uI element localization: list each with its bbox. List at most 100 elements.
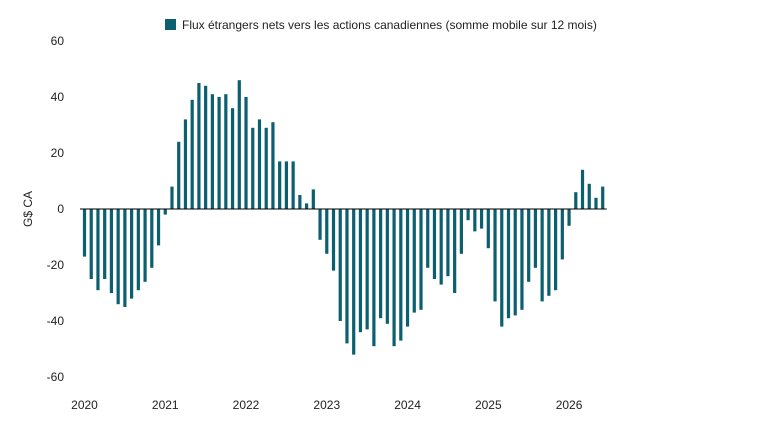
bar (453, 209, 457, 293)
bar (385, 209, 389, 324)
bar-series (82, 80, 605, 355)
bar (547, 209, 551, 296)
bar (82, 209, 87, 257)
bar (352, 209, 356, 355)
bar (271, 122, 275, 209)
bar (520, 209, 524, 310)
bar (527, 209, 531, 282)
bar (237, 80, 241, 209)
bar (392, 209, 396, 347)
bar (331, 209, 336, 271)
bar (493, 209, 497, 302)
bar (473, 209, 477, 232)
bar (379, 209, 383, 319)
x-tick-label: 2025 (475, 398, 502, 412)
bar (345, 209, 349, 344)
y-tick-label: 60 (51, 34, 65, 48)
x-tick-label: 2023 (313, 398, 340, 412)
bar (230, 108, 235, 209)
bar (103, 209, 107, 279)
bar (426, 209, 430, 268)
bar (257, 119, 262, 209)
bar (116, 209, 120, 305)
y-axis-title: G$ CA (21, 191, 35, 227)
bar (372, 209, 376, 347)
bar (298, 195, 302, 209)
bar (183, 119, 188, 209)
bar (130, 209, 134, 299)
legend-swatch (165, 19, 176, 30)
bar (244, 97, 248, 209)
legend: Flux étrangers nets vers les actions can… (165, 18, 597, 32)
bar (365, 209, 369, 330)
bar (177, 141, 181, 209)
legend-label: Flux étrangers nets vers les actions can… (182, 18, 597, 32)
bar (601, 186, 605, 209)
bar (156, 209, 161, 246)
bar (446, 209, 450, 277)
bar (109, 209, 114, 293)
bar (123, 209, 127, 307)
bar (399, 209, 403, 341)
bar (466, 209, 470, 221)
bar (136, 209, 140, 291)
bar (459, 209, 463, 254)
x-tick-label: 2026 (556, 398, 583, 412)
bar (594, 197, 598, 209)
bar (150, 209, 154, 268)
bar (89, 209, 93, 279)
x-tick-label: 2020 (71, 398, 98, 412)
bar (506, 209, 511, 319)
bar (412, 209, 416, 313)
bar (338, 209, 342, 321)
y-tick-label: 20 (51, 146, 65, 160)
y-tick-label: -20 (47, 258, 65, 272)
bar (264, 127, 268, 209)
bar (486, 209, 490, 249)
bar (580, 169, 585, 209)
bar (513, 209, 517, 316)
bar (217, 97, 221, 209)
bar (432, 209, 437, 279)
bar (567, 209, 571, 226)
bar (554, 209, 558, 291)
bar (533, 209, 538, 268)
bar (251, 127, 255, 209)
bar (479, 209, 484, 229)
y-axis-tick-labels: 60 40 20 0 -20 -40 -60 (47, 34, 65, 384)
bar (170, 186, 174, 209)
x-tick-label: 2022 (233, 398, 260, 412)
bar (439, 209, 443, 285)
bar (143, 209, 147, 282)
bar (304, 203, 309, 209)
y-tick-label: -40 (47, 314, 65, 328)
bar (163, 209, 167, 215)
y-tick-label: 40 (51, 90, 65, 104)
bar (405, 209, 410, 327)
bar (210, 94, 214, 209)
bar (96, 209, 100, 291)
bar (291, 161, 295, 209)
bar (587, 183, 591, 209)
bar (318, 209, 322, 240)
bar (325, 209, 329, 254)
x-axis-tick-labels: 2020 2021 2022 2023 2024 2025 2026 (71, 398, 583, 412)
bar (197, 83, 201, 209)
bar (574, 192, 578, 209)
y-tick-label: -60 (47, 370, 65, 384)
x-tick-label: 2024 (394, 398, 421, 412)
bar (500, 209, 504, 327)
bar (419, 209, 423, 310)
y-tick-label: 0 (57, 202, 64, 216)
bar (540, 209, 544, 302)
bar (311, 189, 315, 209)
bar (284, 161, 288, 209)
bar (278, 161, 282, 209)
bar (204, 85, 208, 209)
bar (224, 94, 228, 209)
x-tick-label: 2021 (152, 398, 179, 412)
bar (190, 99, 194, 209)
bar (560, 209, 564, 260)
bar (358, 209, 363, 333)
